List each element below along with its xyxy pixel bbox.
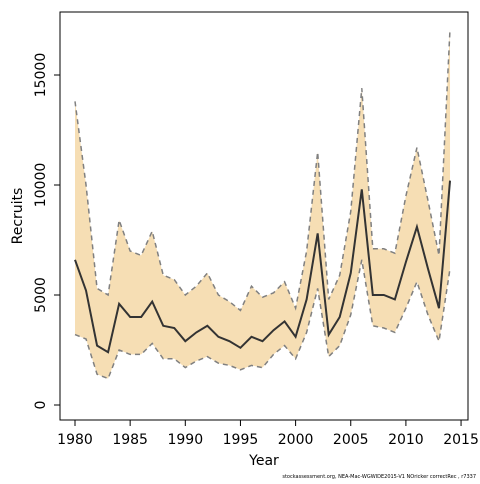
- y-tick-label: 15000: [33, 53, 49, 98]
- x-tick-label: 2005: [333, 432, 369, 448]
- x-tick-label: 1995: [223, 432, 259, 448]
- y-axis-label: Recruits: [10, 188, 26, 245]
- plot-frame: [59, 11, 469, 421]
- y-tick-label: 5000: [33, 277, 49, 313]
- confidence-band: [75, 28, 451, 379]
- x-tick-label: 1990: [167, 432, 203, 448]
- y-tick-label: 10000: [33, 163, 49, 208]
- lower-bound: [74, 259, 451, 380]
- x-tick-label: 1980: [57, 432, 93, 448]
- x-tick-label: 2015: [443, 432, 479, 448]
- x-tick-label: 1985: [112, 432, 148, 448]
- x-axis-label: Year: [248, 453, 279, 469]
- x-tick-label: 2010: [388, 432, 424, 448]
- x-tick-label: 2000: [278, 432, 314, 448]
- y-tick-label: 0: [33, 401, 49, 410]
- upper-bound: [74, 28, 451, 312]
- footnote: stockassessment.org, NEA-Mac-WGWIDE2015-…: [282, 474, 476, 480]
- estimate-line: [74, 180, 452, 354]
